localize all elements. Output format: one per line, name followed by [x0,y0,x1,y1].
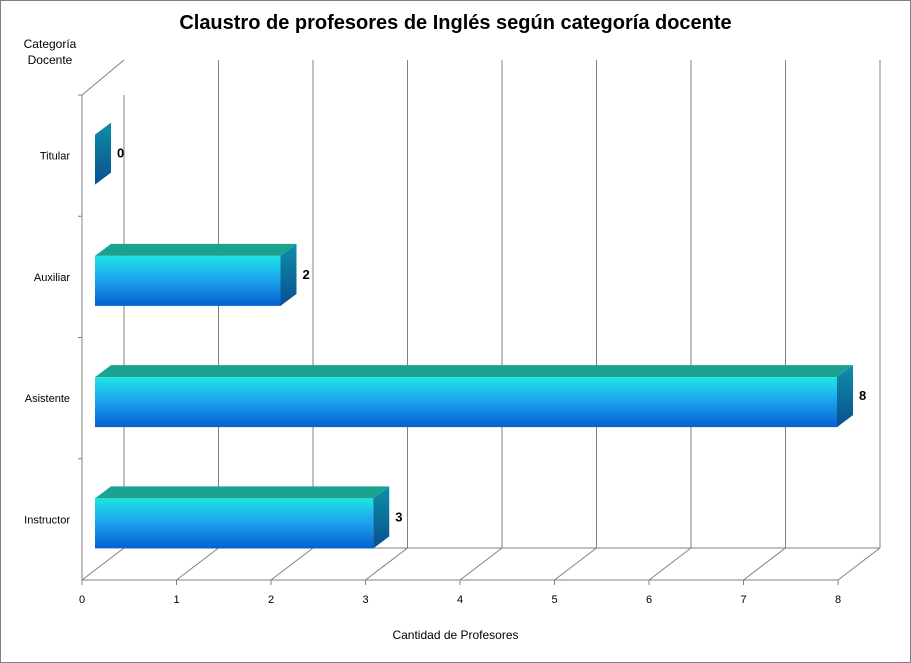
y-axis-title-line: Docente [27,53,73,67]
x-tick-label: 6 [646,594,652,606]
category-label: Asistente [25,393,70,405]
gridline-floor [270,547,314,581]
bar-side [373,486,390,549]
x-axis-title: Cantidad de Profesores [392,628,519,642]
bar-side [95,122,111,185]
bar [95,498,374,549]
y-axis-title: Categoría Docente [14,36,86,68]
category-label: Instructor [24,514,70,526]
x-tick-label: 0 [79,594,85,606]
gridline-floor [365,547,408,581]
x-tick-label: 2 [268,594,274,606]
gridline-floor [554,547,597,581]
side-wall-top [81,59,125,96]
bar-side [837,365,853,428]
y-axis-title-line: Categoría [23,37,77,51]
bar-side [280,243,297,306]
x-tick-label: 4 [457,594,463,606]
bar [95,255,281,306]
bar-top [95,486,390,499]
bar-top [95,243,297,256]
x-tick-label: 8 [835,594,841,606]
x-tick-label: 1 [173,594,179,606]
x-tick-label: 3 [362,594,368,606]
bar-top [95,365,853,378]
chart-title: Claustro de profesores de Inglés según c… [179,12,732,34]
gridline-floor [176,547,219,581]
data-label: 0 [117,146,124,161]
x-tick-label: 5 [551,594,557,606]
category-label: Auxiliar [34,272,70,284]
gridline-floor [837,547,881,581]
gridline-floor [81,547,125,581]
data-label: 8 [859,388,866,403]
data-label: 2 [303,267,310,282]
x-tick-label: 7 [740,594,746,606]
gridline-floor [459,547,503,581]
gridline-floor [648,547,692,581]
bar [95,377,837,428]
category-label: Titular [40,151,70,163]
gridline-floor [743,547,786,581]
data-label: 3 [395,509,402,524]
